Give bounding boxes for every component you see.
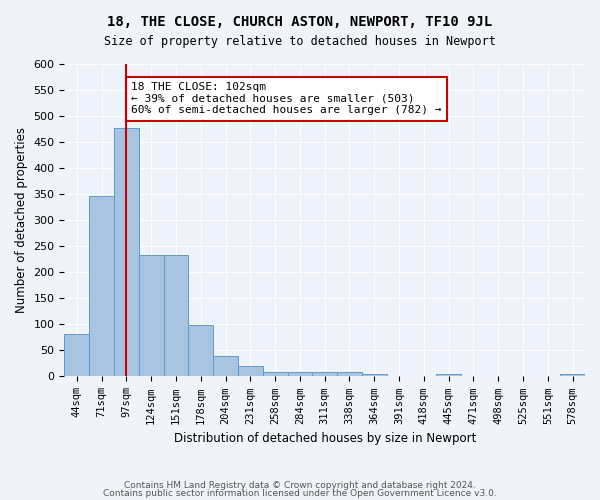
Bar [188, 326, 213, 376]
Bar [139, 254, 164, 376]
Bar [238, 366, 263, 376]
Bar [287, 372, 313, 376]
Bar [114, 128, 139, 376]
Bar [560, 374, 585, 376]
Bar [362, 374, 386, 376]
Bar [64, 334, 89, 376]
Bar [263, 372, 287, 376]
Bar [213, 356, 238, 376]
Bar [164, 254, 188, 376]
Text: Size of property relative to detached houses in Newport: Size of property relative to detached ho… [104, 35, 496, 48]
Bar [89, 196, 114, 376]
Text: Contains public sector information licensed under the Open Government Licence v3: Contains public sector information licen… [103, 488, 497, 498]
Y-axis label: Number of detached properties: Number of detached properties [15, 127, 28, 313]
Bar [313, 372, 337, 376]
Bar [436, 374, 461, 376]
X-axis label: Distribution of detached houses by size in Newport: Distribution of detached houses by size … [173, 432, 476, 445]
Text: 18 THE CLOSE: 102sqm
← 39% of detached houses are smaller (503)
60% of semi-deta: 18 THE CLOSE: 102sqm ← 39% of detached h… [131, 82, 442, 116]
Text: 18, THE CLOSE, CHURCH ASTON, NEWPORT, TF10 9JL: 18, THE CLOSE, CHURCH ASTON, NEWPORT, TF… [107, 15, 493, 29]
Bar [337, 372, 362, 376]
Text: Contains HM Land Registry data © Crown copyright and database right 2024.: Contains HM Land Registry data © Crown c… [124, 481, 476, 490]
